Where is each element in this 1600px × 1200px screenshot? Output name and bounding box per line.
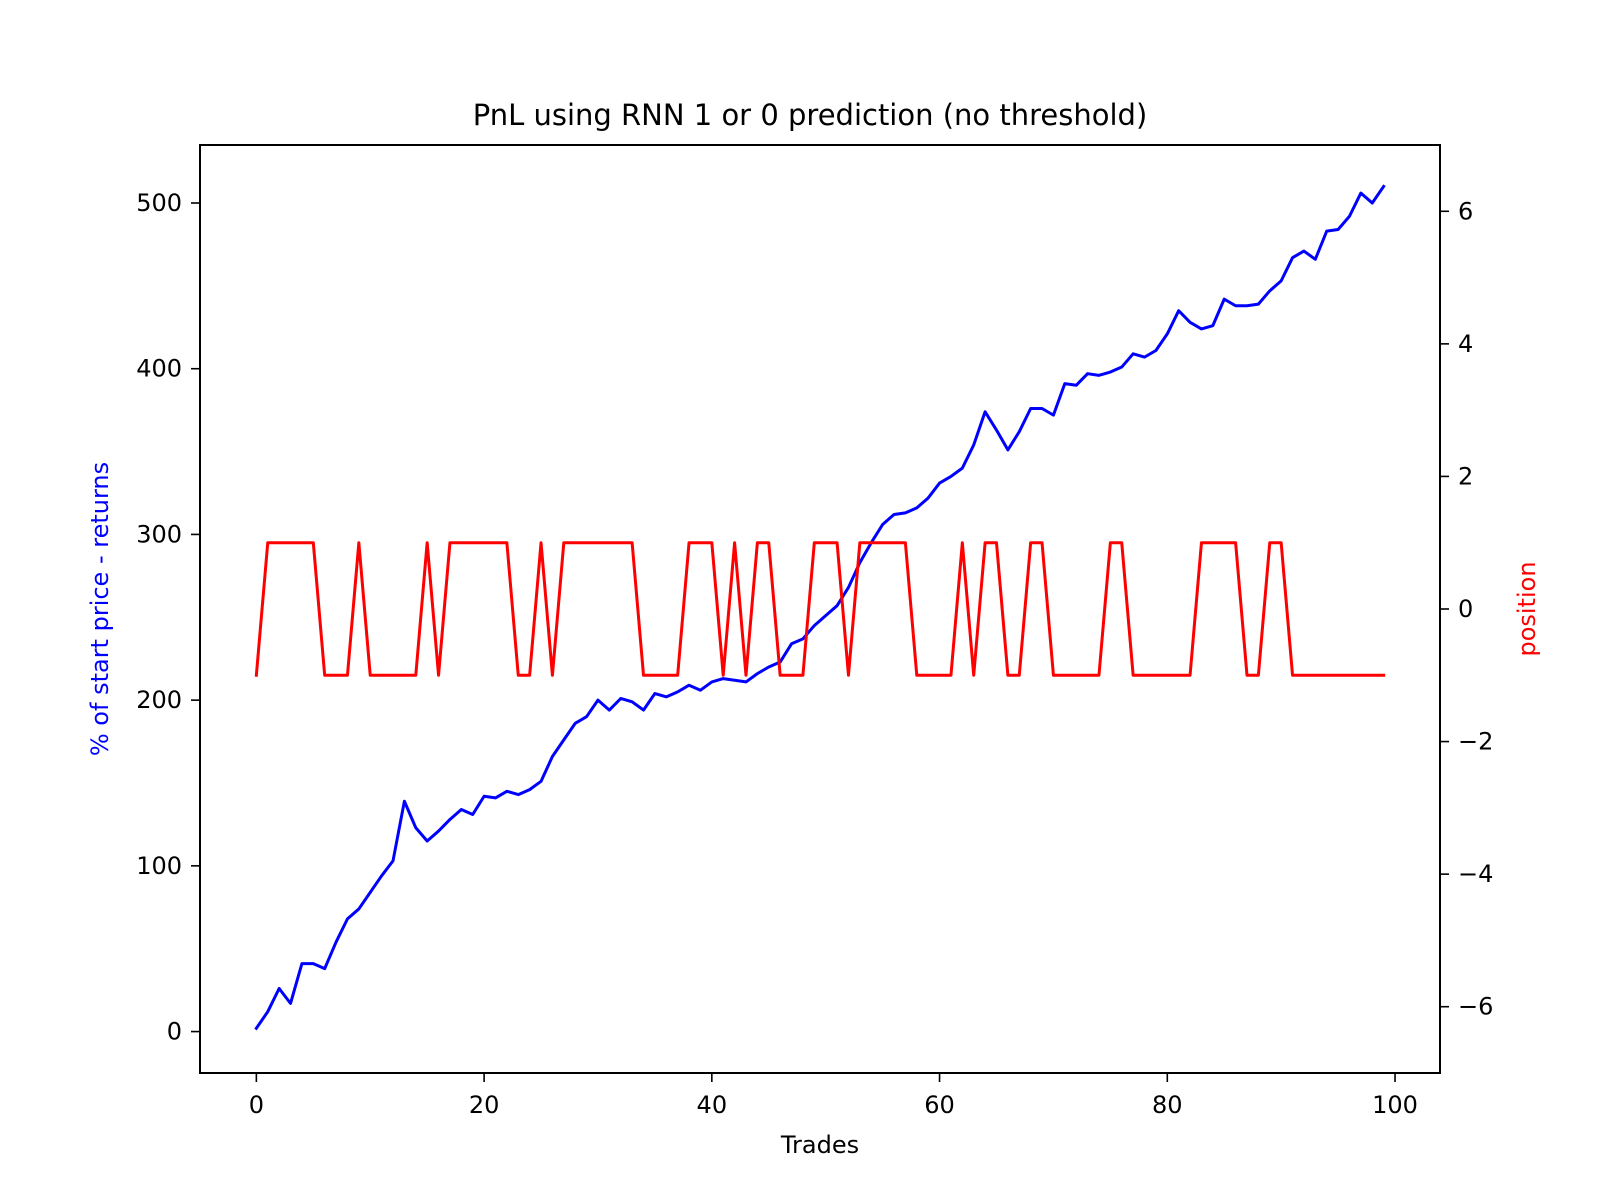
right-y-axis-ticks: −6 −4 −2 0 2 4 6 (1440, 197, 1493, 1021)
right-y-axis-label: position (1513, 561, 1541, 656)
x-tick-label: 20 (469, 1091, 500, 1119)
plot-frame (199, 144, 1441, 1074)
left-y-tick-label: 100 (136, 852, 182, 880)
x-axis-ticks: 0 20 40 60 80 100 (249, 1073, 1418, 1119)
x-tick-label: 40 (697, 1091, 728, 1119)
right-y-tick-label: 6 (1458, 197, 1473, 225)
right-y-tick-label: −2 (1458, 728, 1493, 756)
x-axis-label: Trades (780, 1131, 859, 1159)
chart-title: PnL using RNN 1 or 0 prediction (no thre… (473, 98, 1148, 132)
x-tick-label: 0 (249, 1091, 264, 1119)
left-y-tick-label: 200 (136, 686, 182, 714)
right-y-tick-label: 4 (1458, 330, 1473, 358)
position-line (254, 541, 1386, 677)
right-y-tick-label: 0 (1458, 595, 1473, 623)
left-y-axis-ticks: 0 100 200 300 400 500 (136, 189, 200, 1046)
left-y-tick-label: 300 (136, 520, 182, 548)
right-y-tick-label: −6 (1458, 993, 1493, 1021)
x-tick-label: 60 (924, 1091, 955, 1119)
right-y-tick-label: 2 (1458, 462, 1473, 490)
x-tick-label: 100 (1372, 1091, 1418, 1119)
left-y-tick-label: 0 (167, 1018, 182, 1046)
left-y-tick-label: 400 (136, 355, 182, 383)
plot-content (254, 184, 1386, 1031)
right-y-tick-label: −4 (1458, 860, 1493, 888)
returns-line (254, 184, 1386, 1031)
x-tick-label: 80 (1152, 1091, 1183, 1119)
left-y-tick-label: 500 (136, 189, 182, 217)
left-y-axis-label: % of start price - returns (86, 462, 114, 756)
